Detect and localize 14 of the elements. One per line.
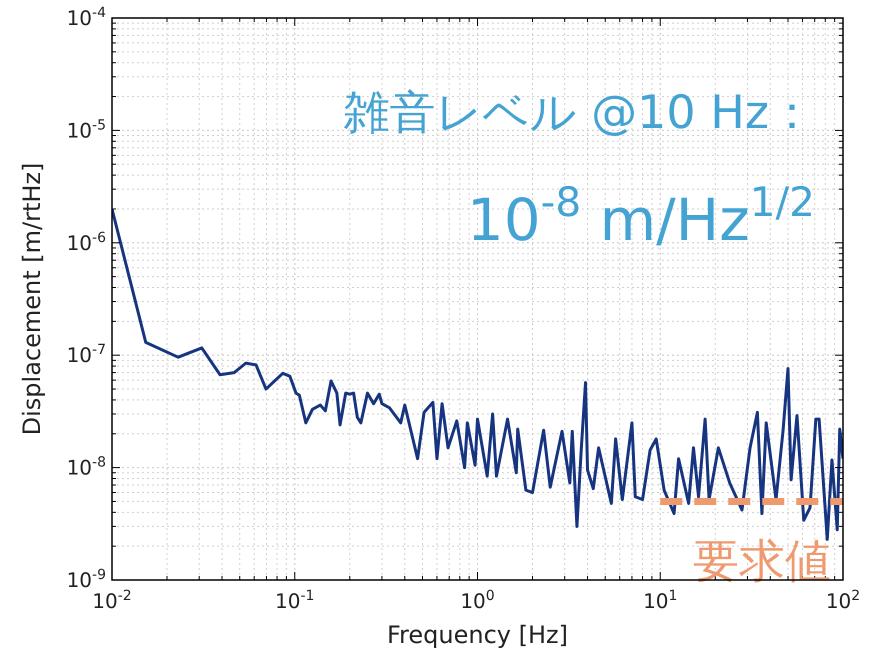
x-tick-label: 10$^{2}$ [826,588,860,613]
annotation: 10$^{-8}$ m/Hz$^{1/2}$ [466,178,815,254]
y-tick-label: 10$^{-6}$ [66,230,106,255]
y-axis-title: Displacement [m/rtHz] [18,162,46,436]
x-tick-label: 10$^{0}$ [460,588,495,613]
y-tick-label: 10$^{-8}$ [66,454,106,480]
x-tick-label: 10$^{1}$ [643,588,678,613]
y-tick-label: 10$^{-4}$ [66,5,106,30]
series-label: 要求値 [693,533,831,588]
annotation: 雑音レベル @10 Hz： [343,85,815,139]
y-tick-label: 10$^{-5}$ [66,117,106,142]
x-tick-label: 10$^{-1}$ [275,588,314,613]
y-tick-label: 10$^{-7}$ [66,342,106,368]
x-axis-title: Frequency [Hz] [387,621,568,649]
